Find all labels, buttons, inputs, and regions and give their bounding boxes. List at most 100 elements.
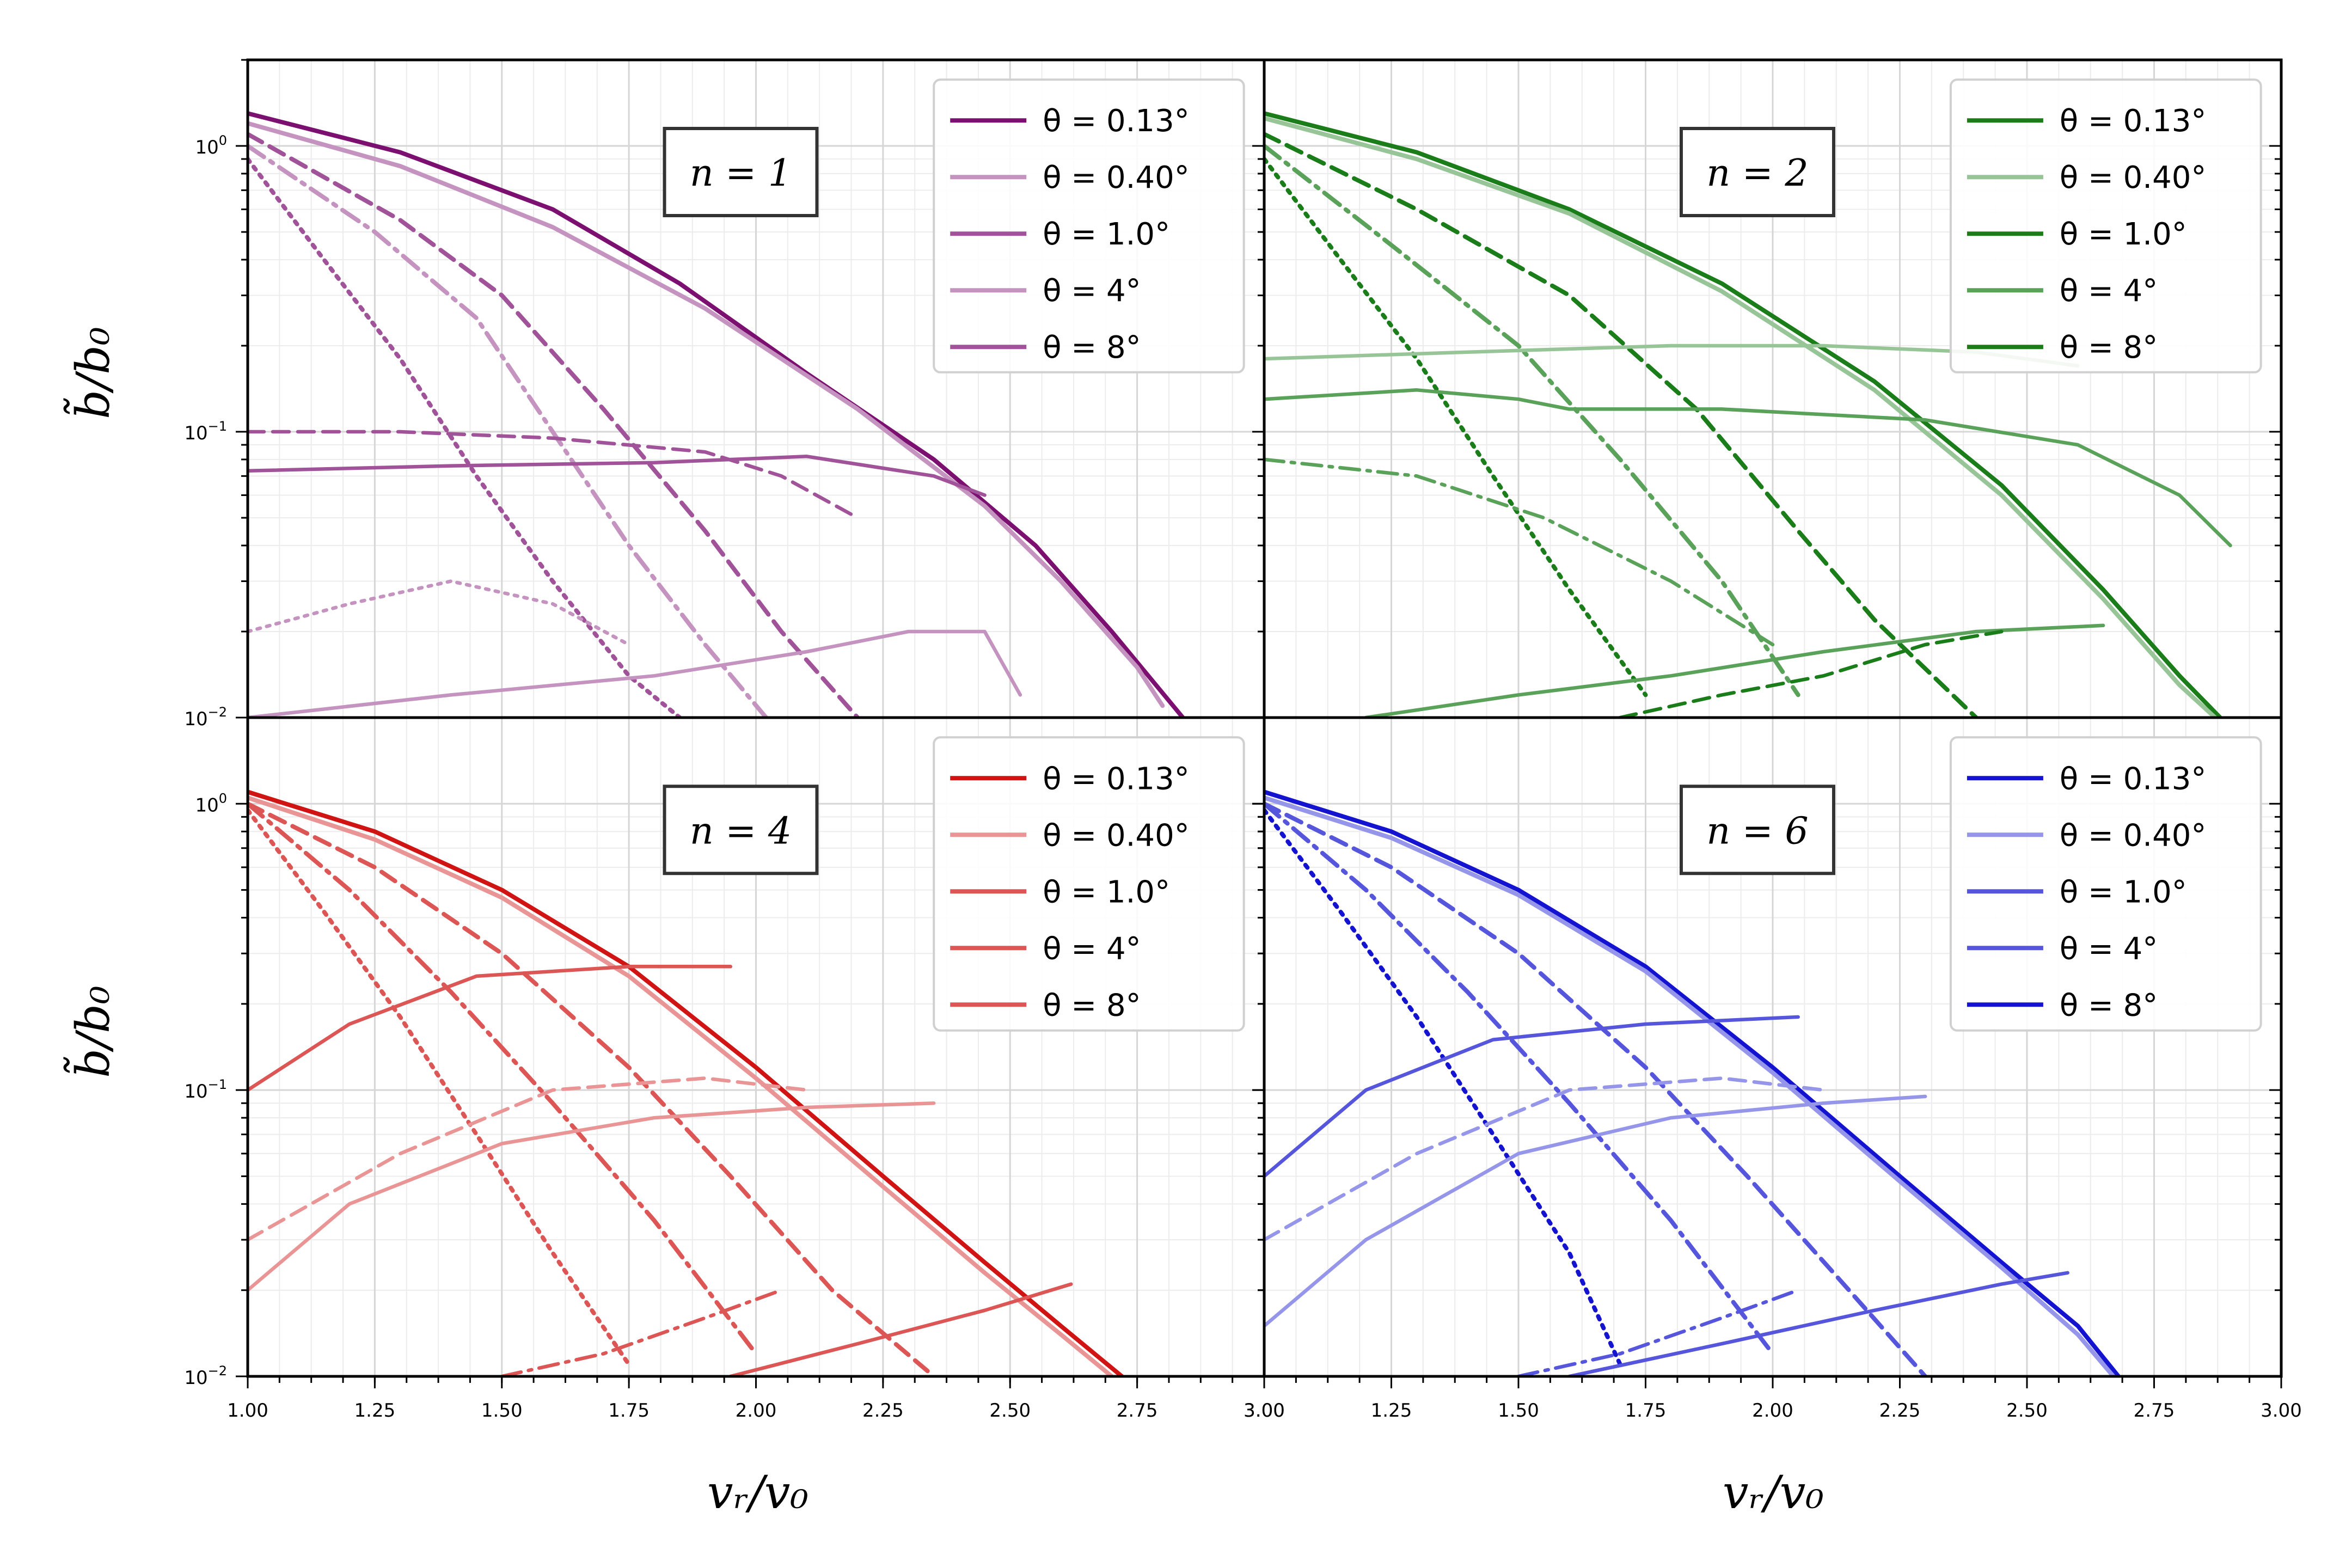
- series-line-4: [248, 801, 758, 1356]
- series-line-5: [1264, 157, 1648, 697]
- series-line-6: [248, 965, 733, 1092]
- x-tick-label: 1.50: [481, 1400, 523, 1422]
- x-tick-label: 1.00: [227, 1400, 268, 1422]
- series-line-7: [1264, 1094, 1927, 1328]
- panel-bottom-right: 3.00 1.25 1.50 1.75 2.00 2.25 2.50 2.75 3.00 n = …: [1244, 716, 2302, 1422]
- x-tick-label: 3.00: [2261, 1400, 2302, 1422]
- x-tick-label: 2.25: [862, 1400, 904, 1422]
- annotation-box: [663, 785, 819, 875]
- legend-box: [1949, 78, 2262, 373]
- annotation-box: [1679, 127, 1835, 217]
- series-line-4: [1264, 801, 1775, 1356]
- legend-label: θ = 0.13°: [1043, 103, 1189, 139]
- series-line-6: [1264, 1015, 1800, 1178]
- y-tick-label: 100: [195, 133, 227, 158]
- legend-label: θ = 1.0°: [2060, 217, 2187, 252]
- series-line-6: [1264, 388, 2232, 548]
- series-line-5: [248, 157, 682, 718]
- annotation-label: n = 4: [690, 810, 792, 853]
- legend-label: θ = 1.0°: [2060, 874, 2187, 910]
- legend-box: [1949, 736, 2262, 1032]
- y-tick-exponent: −1: [208, 419, 227, 434]
- series-line-2: [1264, 116, 2218, 718]
- x-tick-label: 1.75: [1625, 1400, 1667, 1422]
- legend-label: θ = 0.40°: [2060, 160, 2206, 195]
- series-line-4: [248, 144, 769, 718]
- series-line-7: [248, 1101, 936, 1292]
- series-group: [248, 111, 1185, 718]
- x-tick-label: 2.00: [736, 1400, 777, 1422]
- annotation-label: n = 6: [1706, 810, 1808, 853]
- legend-label: θ = 0.40°: [1043, 160, 1189, 195]
- series-line-10: [1618, 629, 2004, 718]
- series-line-2: [248, 795, 1114, 1376]
- legend-label: θ = 0.13°: [1043, 761, 1189, 797]
- series-line-7: [248, 629, 1022, 718]
- series-line-2: [248, 121, 1165, 708]
- series-line-8: [728, 1282, 1073, 1376]
- y-tick-exponent: 0: [219, 133, 227, 148]
- annotation-label: n = 1: [690, 152, 792, 195]
- y-tick-exponent: −2: [208, 705, 227, 720]
- legend-box: [933, 78, 1245, 373]
- legend-label: θ = 0.13°: [2060, 761, 2206, 797]
- x-tick-label: 3.00: [1244, 1400, 1285, 1422]
- series-line-5: [248, 808, 632, 1367]
- annotation-label: n = 2: [1706, 152, 1808, 195]
- series-group: [248, 789, 1124, 1376]
- x-tick-label: 1.25: [1371, 1400, 1412, 1422]
- x-tick-label: 2.75: [1117, 1400, 1158, 1422]
- xlabel-right: vᵣ/v₀: [1723, 1466, 1824, 1519]
- series-line-9: [1264, 457, 1775, 647]
- xlabel-left: vᵣ/v₀: [707, 1466, 808, 1519]
- x-tick-label: 1.75: [608, 1400, 650, 1422]
- series-line-3: [248, 801, 936, 1376]
- series-line-5: [1264, 808, 1622, 1367]
- legend-label: θ = 1.0°: [1043, 217, 1170, 252]
- legend-label: θ = 4°: [2060, 273, 2158, 309]
- series-line-1: [248, 789, 1124, 1376]
- series-line-3: [1264, 801, 1928, 1376]
- ylabel-top: b̃/b₀: [63, 327, 120, 419]
- legend-label: θ = 8°: [2060, 988, 2158, 1023]
- annotation-box: [663, 127, 819, 217]
- y-tick-exponent: −1: [208, 1077, 227, 1092]
- series-line-10: [500, 1288, 783, 1376]
- y-tick-exponent: −2: [208, 1363, 227, 1379]
- x-tick-label: 2.00: [1752, 1400, 1793, 1422]
- series-line-8: [1567, 1271, 2069, 1376]
- panel-top-right: n = 2 θ = 0.13° θ = 0.40° θ = 1.0° θ = 4° θ =…: [1252, 58, 2283, 719]
- series-line-1: [1264, 111, 2222, 718]
- legend-box: [933, 736, 1245, 1032]
- series-group: [1264, 111, 2232, 718]
- legend-label: θ = 8°: [2060, 330, 2158, 365]
- y-tick-exponent: 0: [219, 791, 227, 806]
- legend-label: θ = 0.40°: [2060, 818, 2206, 853]
- series-line-9: [248, 1076, 809, 1242]
- series-line-9: [248, 579, 631, 647]
- legend-label: θ = 8°: [1043, 330, 1141, 365]
- x-tick-label: 1.50: [1498, 1400, 1539, 1422]
- x-tick-label: 2.50: [2006, 1400, 2048, 1422]
- series-line-9: [1264, 1076, 1826, 1242]
- legend-label: θ = 0.40°: [1043, 818, 1189, 853]
- x-tick-label: 2.75: [2134, 1400, 2175, 1422]
- x-tick-label: 2.25: [1879, 1400, 1921, 1422]
- series-line-10: [1516, 1288, 1800, 1376]
- legend-label: θ = 1.0°: [1043, 874, 1170, 910]
- legend-label: θ = 8°: [1043, 988, 1141, 1023]
- ylabel-bottom: b̃/b₀: [63, 985, 120, 1078]
- legend-label: θ = 4°: [2060, 931, 2158, 966]
- series-line-4: [1264, 144, 1800, 697]
- series-line-3: [248, 132, 860, 718]
- legend-label: θ = 4°: [1043, 273, 1141, 309]
- x-tick-label: 3.00: [1244, 1400, 1285, 1422]
- series-line-1: [1264, 789, 2121, 1376]
- series-line-8: [248, 430, 860, 520]
- x-tick-label: 2.50: [989, 1400, 1031, 1422]
- legend-label: θ = 0.13°: [2060, 103, 2206, 139]
- annotation-box: [1679, 785, 1835, 875]
